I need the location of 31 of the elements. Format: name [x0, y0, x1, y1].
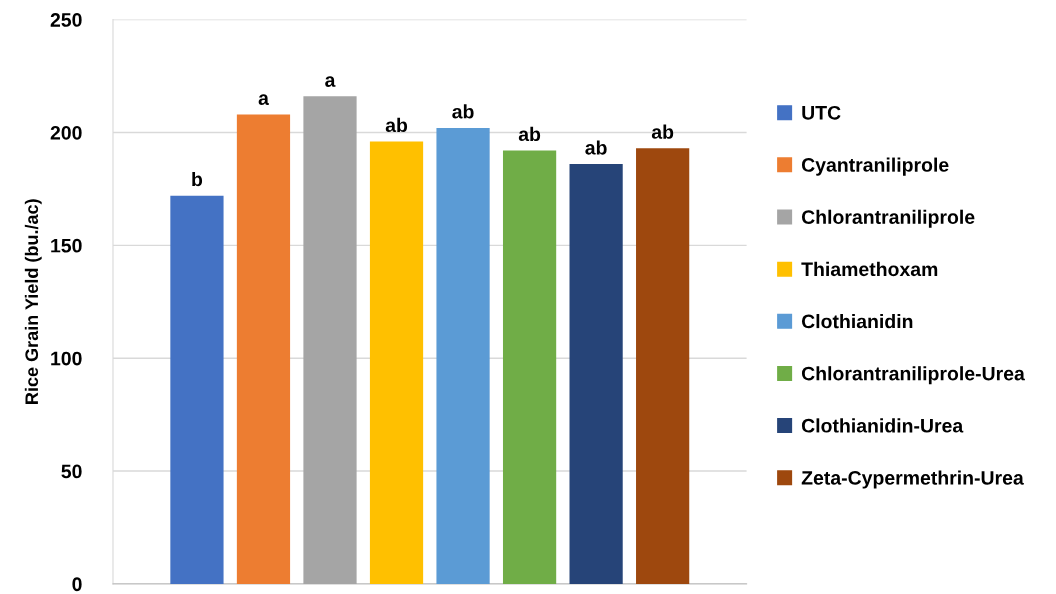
y-tick-label: 50 [61, 464, 82, 479]
data-label: ab [651, 124, 674, 139]
data-label: ab [518, 126, 541, 142]
legend-label: Clothianidin [801, 314, 913, 329]
legend-label: Chlorantraniliprole-Urea [801, 366, 1025, 385]
bar [303, 96, 357, 584]
bar [236, 114, 291, 584]
y-tick-label: 200 [50, 125, 82, 140]
bar [636, 148, 690, 584]
data-label: ab [585, 140, 607, 155]
data-label: a [258, 94, 269, 106]
y-tick-label: 150 [51, 238, 82, 253]
data-label: ab [385, 117, 408, 133]
y-tick-label: 0 [72, 577, 82, 592]
bar [170, 195, 224, 584]
legend-label: Zeta-Cypermethrin-Urea [801, 470, 1024, 489]
legend-label: Clothianidin-Urea [801, 418, 964, 433]
data-label: a [325, 76, 336, 87]
y-tick-label: 250 [50, 13, 82, 27]
legend-label: Thiamethoxam [801, 261, 938, 277]
bar [569, 164, 623, 584]
data-label: b [192, 171, 203, 187]
bar [502, 150, 557, 584]
bar [436, 127, 490, 584]
bar [369, 141, 424, 584]
legend-label: Cyantraniliprole [801, 157, 949, 176]
legend-label: Chlorantraniliprole [801, 209, 975, 228]
y-tick-label: 100 [51, 351, 82, 366]
data-label: ab [452, 104, 474, 119]
y-axis-title: Rice Grain Yield (bu./ac) [24, 199, 42, 404]
legend-label: UTC [802, 105, 841, 120]
